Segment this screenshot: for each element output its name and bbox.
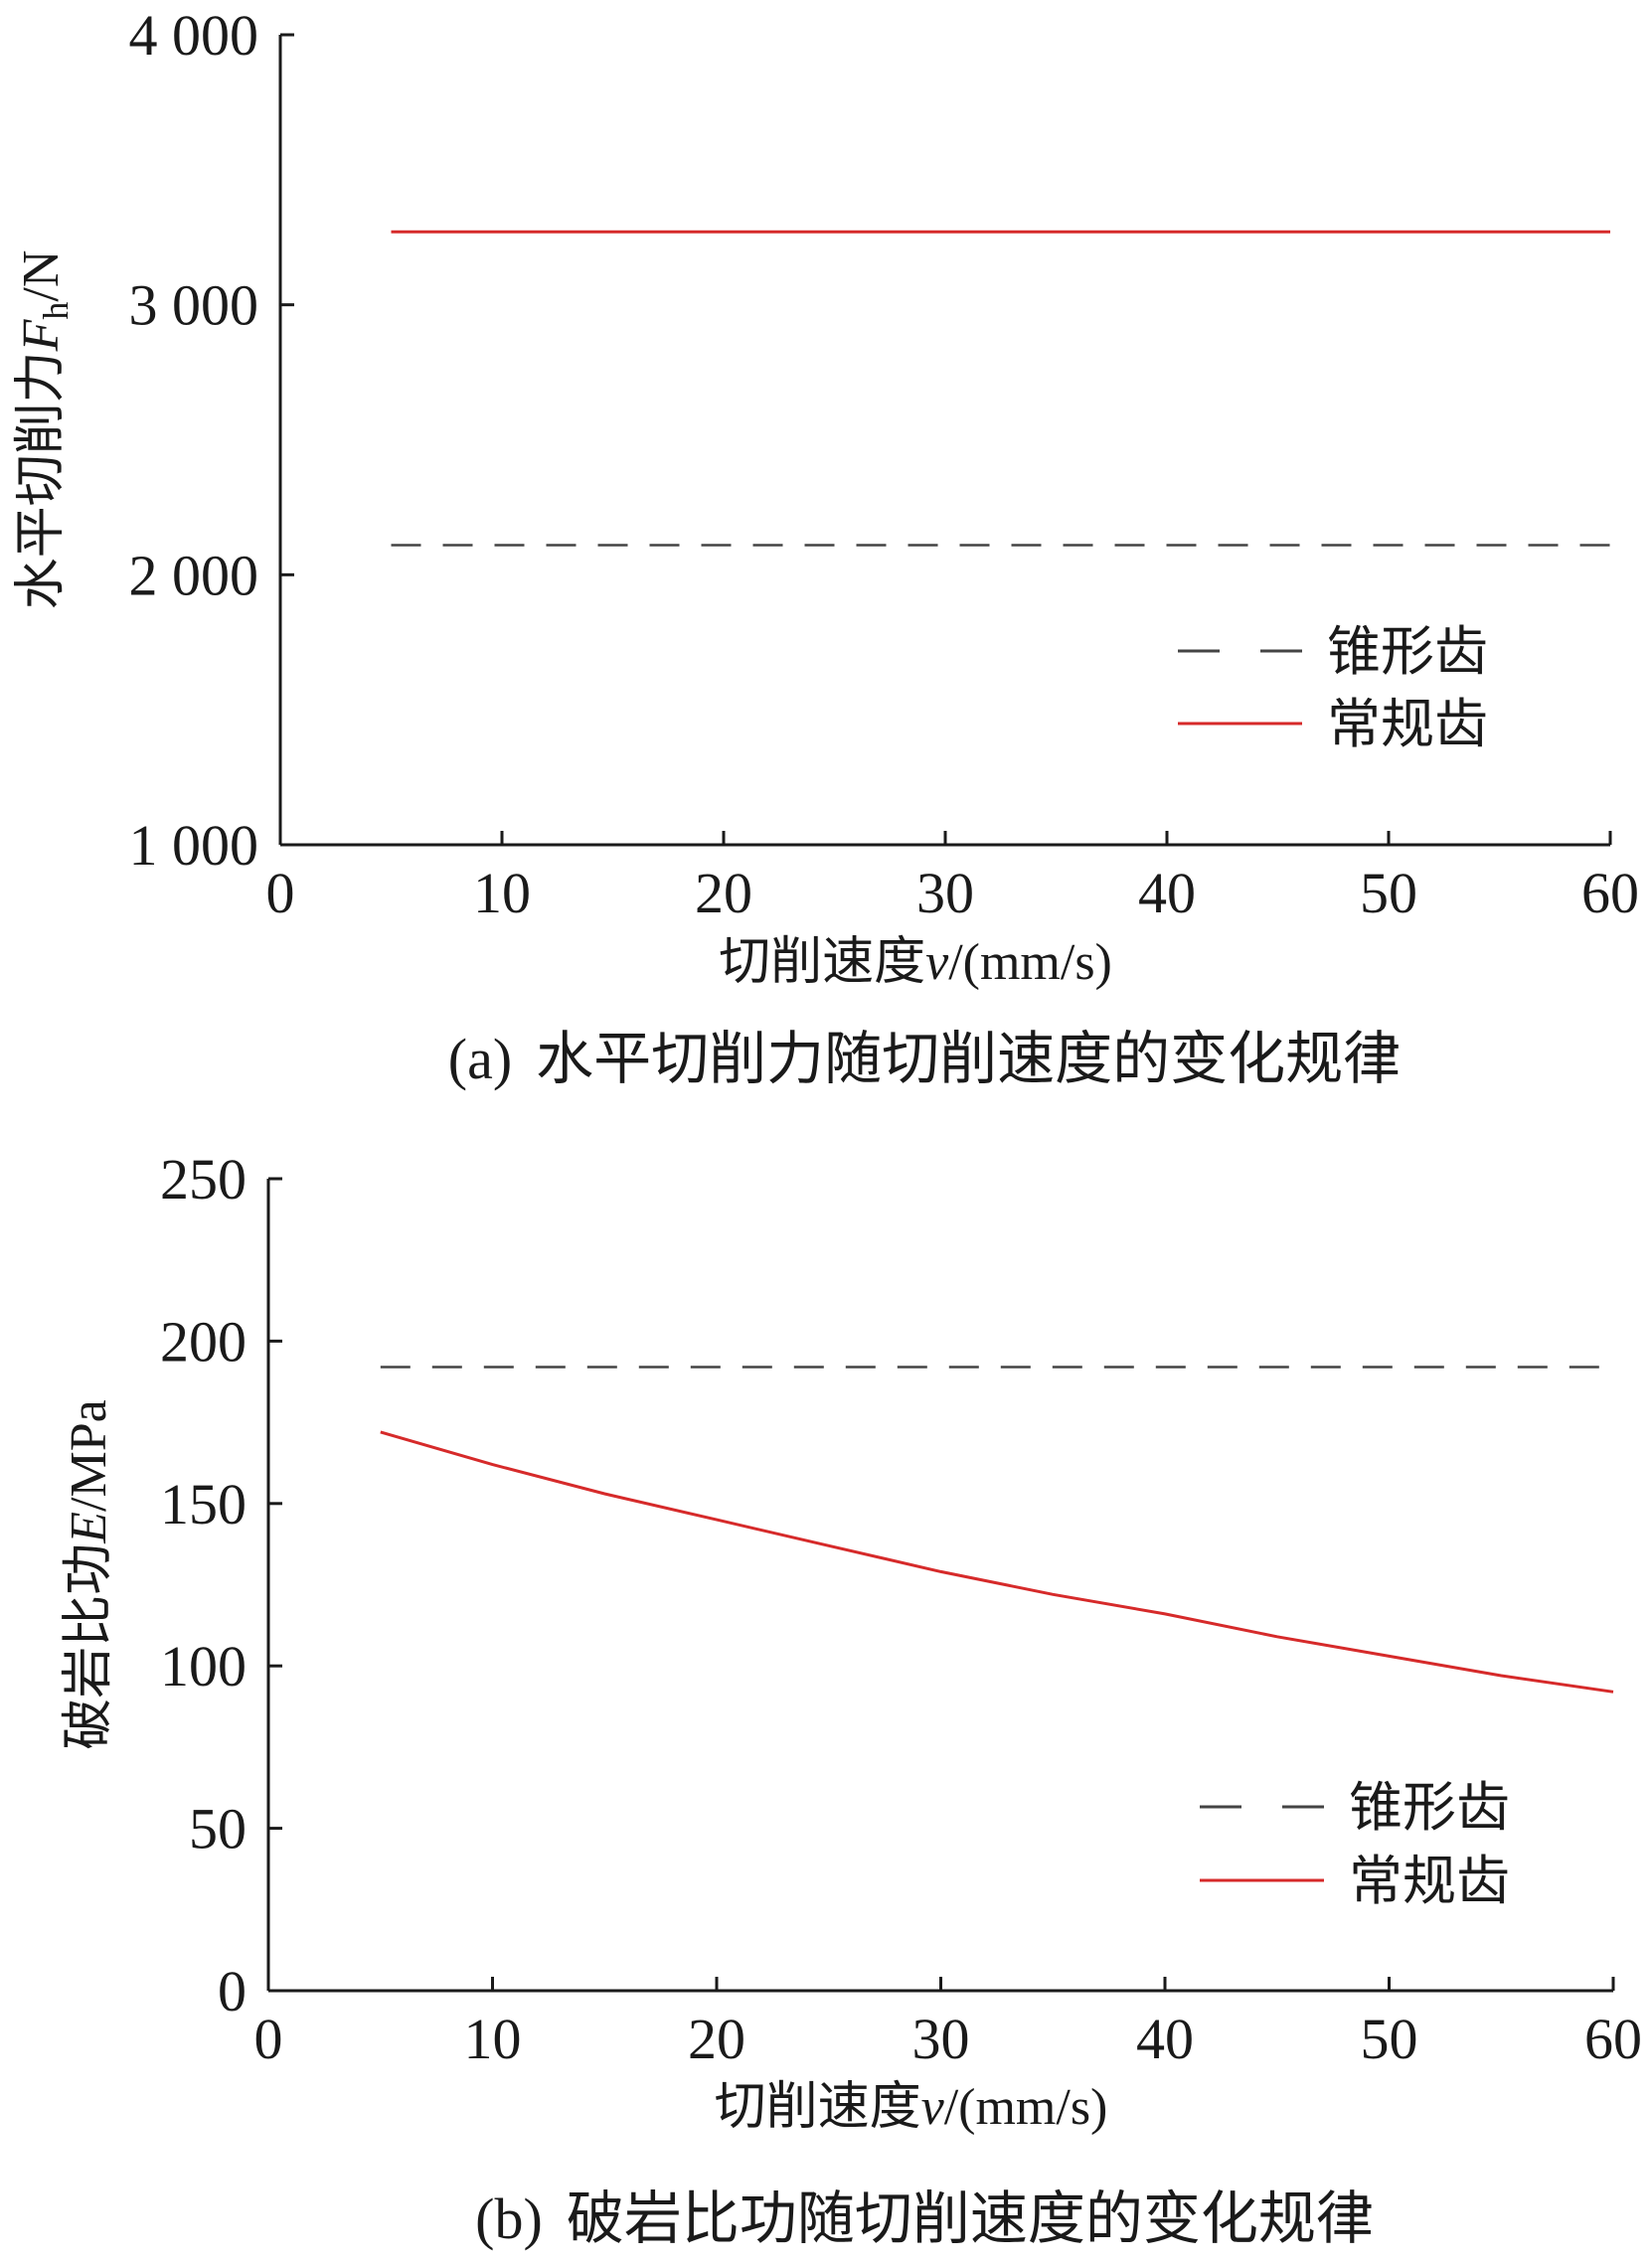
panel-a-x-axis-title-text: 切削速度 bbox=[719, 932, 925, 992]
panel-b-y-axis-title-unit: /MPa bbox=[61, 1399, 117, 1512]
panel-a-x-tick-label: 60 bbox=[1581, 861, 1639, 925]
panel-a-y-tick-label: 4 000 bbox=[129, 3, 259, 68]
panel-b-x-axis-title-var: v bbox=[921, 2079, 945, 2136]
panel-b-legend-label-1: 常规齿 bbox=[1349, 1850, 1510, 1912]
panel-b-x-axis-title-unit: /(mm/s) bbox=[944, 2079, 1108, 2136]
panel-a-x-ticks: 0 10 20 30 40 50 60 bbox=[266, 831, 1639, 925]
panel-b-series-conventional-tooth-line bbox=[380, 1430, 1614, 1694]
panel-b-caption: (b) 破岩比功随切削速度的变化规律 bbox=[475, 2184, 1374, 2252]
panel-a-x-tick-label: 0 bbox=[266, 861, 295, 925]
panel-b-x-tick-label: 50 bbox=[1361, 2007, 1418, 2071]
panel-a: 0 10 20 30 40 50 60 1 000 2 000 3 000 4 000 锥形齿常规… bbox=[11, 3, 1639, 1092]
panel-a-y-tick-label: 1 000 bbox=[129, 813, 259, 878]
panel-a-x-tick-label: 20 bbox=[695, 861, 752, 925]
panel-a-x-tick-label: 50 bbox=[1360, 861, 1417, 925]
panel-b-y-axis-title-var: E bbox=[61, 1512, 117, 1544]
panel-a-y-axis-title-unit: /N bbox=[13, 250, 70, 302]
panel-b-caption-text: 破岩比功随切削速度的变化规律 bbox=[567, 2184, 1374, 2252]
panel-b-series bbox=[380, 1366, 1614, 1694]
panel-b-x-ticks: 0 10 20 30 40 50 60 bbox=[254, 1977, 1642, 2071]
panel-a-y-axis-title-sub: h bbox=[36, 302, 76, 320]
panel-b-y-tick-label: 150 bbox=[160, 1472, 247, 1536]
panel-b-y-ticks: 0 50 100 150 200 250 bbox=[160, 1147, 282, 2023]
panel-b-x-axis-title: 切削速度v/(mm/s) bbox=[715, 2077, 1108, 2137]
panel-a-x-tick-label: 40 bbox=[1138, 861, 1196, 925]
panel-b-x-tick-label: 30 bbox=[912, 2007, 970, 2071]
panel-a-caption: (a) 水平切削力随切削速度的变化规律 bbox=[448, 1025, 1401, 1092]
panel-a-x-tick-label: 10 bbox=[473, 861, 531, 925]
panel-b-x-tick-label: 40 bbox=[1136, 2007, 1194, 2071]
panel-b-y-tick-label: 100 bbox=[160, 1634, 247, 1698]
panel-b-y-axis-title: 破岩比功E/MPa bbox=[59, 1399, 118, 1749]
panel-b-x-tick-label: 60 bbox=[1584, 2007, 1642, 2071]
panel-a-legend-label-1: 常规齿 bbox=[1327, 693, 1488, 755]
panel-a-y-tick-label: 2 000 bbox=[129, 543, 259, 607]
panel-a-series bbox=[391, 230, 1610, 547]
panel-a-legend-label-0: 锥形齿 bbox=[1327, 620, 1488, 683]
panel-a-x-axis-title-unit: /(mm/s) bbox=[948, 934, 1112, 991]
panel-a-y-axis-title-text: 水平切削力 bbox=[11, 351, 71, 609]
panel-b-y-tick-label: 0 bbox=[218, 1959, 247, 2023]
panel-a-x-tick-label: 30 bbox=[916, 861, 974, 925]
panel-b-y-tick-label: 200 bbox=[160, 1309, 247, 1374]
panel-a-caption-text: 水平切削力随切削速度的变化规律 bbox=[536, 1025, 1401, 1092]
panel-b-caption-tag: (b) bbox=[475, 2186, 543, 2251]
panel-b-x-tick-label: 20 bbox=[688, 2007, 745, 2071]
panel-a-x-axis-title: 切削速度v/(mm/s) bbox=[719, 932, 1112, 992]
panel-b-y-tick-label: 250 bbox=[160, 1147, 247, 1212]
panel-b-x-axis-title-text: 切削速度 bbox=[715, 2077, 921, 2137]
panel-b-legend-label-0: 锥形齿 bbox=[1349, 1776, 1510, 1839]
panel-a-x-axis-title-var: v bbox=[925, 934, 949, 991]
panel-b-y-axis-title-text: 破岩比功 bbox=[59, 1543, 118, 1750]
panel-a-y-axis-title-var: F bbox=[13, 318, 70, 352]
panel-a-y-axis-title: 水平切削力Fh/N bbox=[11, 250, 76, 610]
panel-a-y-ticks: 1 000 2 000 3 000 4 000 bbox=[129, 3, 294, 878]
panel-b-x-tick-label: 0 bbox=[254, 2007, 283, 2071]
panel-b-y-tick-label: 50 bbox=[189, 1797, 247, 1861]
panel-a-y-tick-label: 3 000 bbox=[129, 273, 259, 338]
panel-b-x-tick-label: 10 bbox=[464, 2007, 522, 2071]
panel-a-caption-tag: (a) bbox=[448, 1027, 512, 1091]
